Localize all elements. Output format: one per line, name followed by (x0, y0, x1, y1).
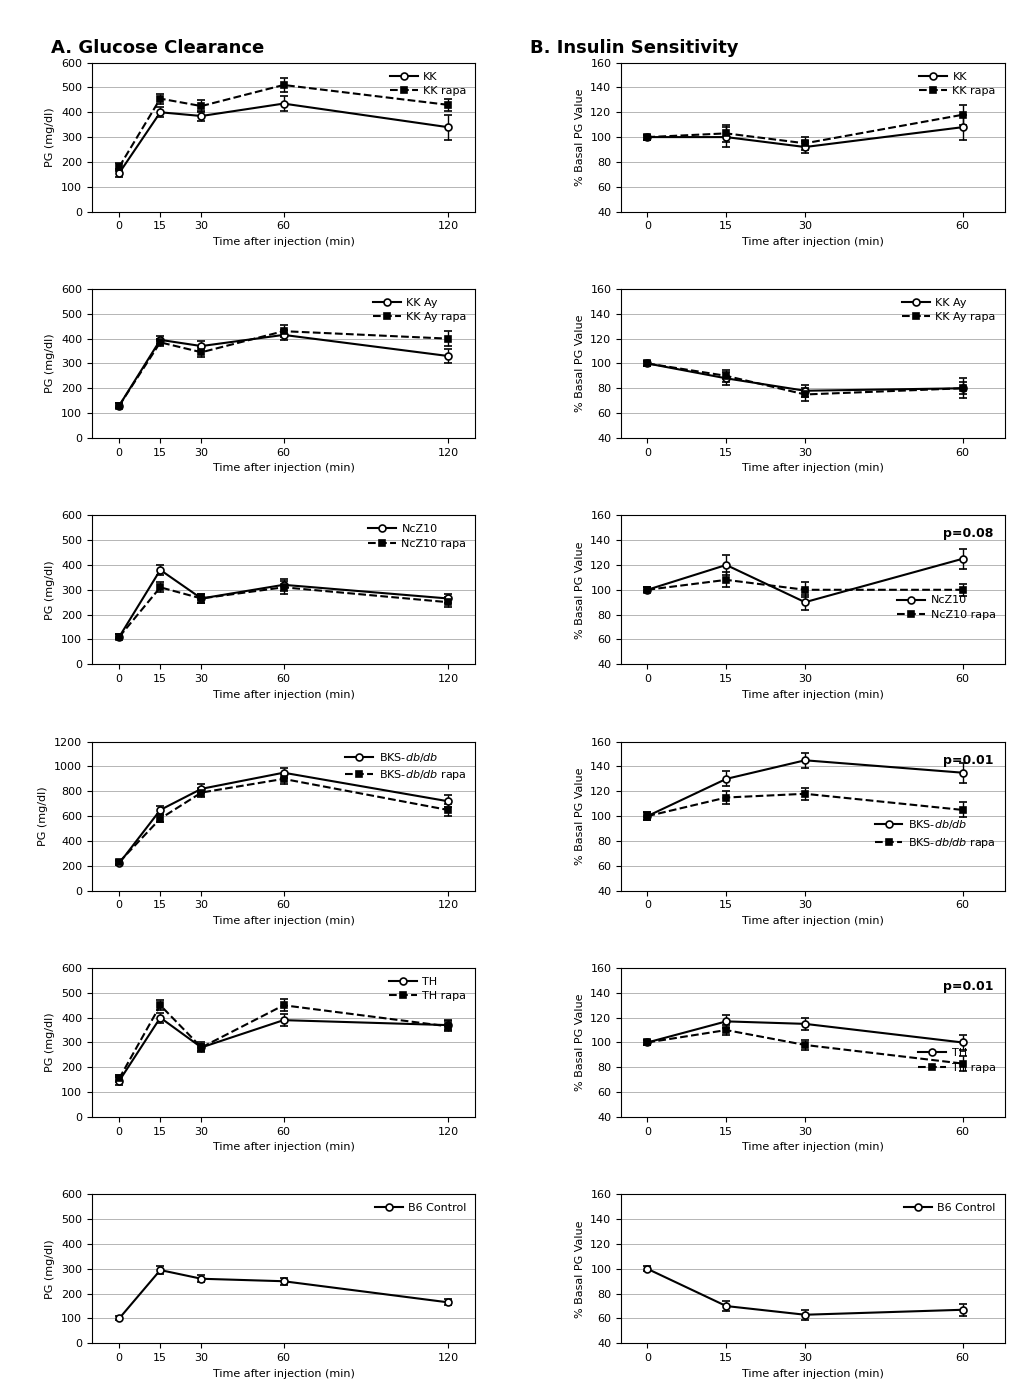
Legend: KK Ay, KK Ay rapa: KK Ay, KK Ay rapa (369, 295, 470, 326)
X-axis label: Time after injection (min): Time after injection (min) (741, 916, 883, 926)
Legend: BKS-$\it{db/db}$, BKS-$\it{db/db}$ rapa: BKS-$\it{db/db}$, BKS-$\it{db/db}$ rapa (870, 814, 999, 853)
Legend: KK, KK rapa: KK, KK rapa (915, 68, 999, 99)
X-axis label: Time after injection (min): Time after injection (min) (212, 1143, 355, 1153)
Text: A. Glucose Clearance: A. Glucose Clearance (51, 39, 264, 57)
X-axis label: Time after injection (min): Time after injection (min) (212, 237, 355, 246)
X-axis label: Time after injection (min): Time after injection (min) (741, 237, 883, 246)
Y-axis label: % Basal PG Value: % Basal PG Value (574, 88, 584, 187)
Y-axis label: % Basal PG Value: % Basal PG Value (574, 1219, 584, 1318)
Y-axis label: % Basal PG Value: % Basal PG Value (574, 994, 584, 1091)
Legend: KK Ay, KK Ay rapa: KK Ay, KK Ay rapa (898, 295, 999, 326)
X-axis label: Time after injection (min): Time after injection (min) (212, 916, 355, 926)
Text: p=0.01: p=0.01 (942, 980, 993, 992)
X-axis label: Time after injection (min): Time after injection (min) (741, 464, 883, 473)
Text: B. Insulin Sensitivity: B. Insulin Sensitivity (530, 39, 738, 57)
Legend: TH, TH rapa: TH, TH rapa (914, 1045, 999, 1076)
Text: p=0.01: p=0.01 (942, 753, 993, 767)
X-axis label: Time after injection (min): Time after injection (min) (741, 689, 883, 700)
X-axis label: Time after injection (min): Time after injection (min) (741, 1368, 883, 1378)
Legend: B6 Control: B6 Control (371, 1200, 470, 1217)
Legend: B6 Control: B6 Control (900, 1200, 999, 1217)
Y-axis label: PG (mg/dl): PG (mg/dl) (46, 334, 55, 394)
X-axis label: Time after injection (min): Time after injection (min) (212, 1368, 355, 1378)
Legend: NcZ10, NcZ10 rapa: NcZ10, NcZ10 rapa (894, 592, 999, 624)
Y-axis label: % Basal PG Value: % Basal PG Value (574, 315, 584, 412)
Legend: KK, KK rapa: KK, KK rapa (386, 68, 470, 99)
Y-axis label: PG (mg/dl): PG (mg/dl) (46, 1239, 55, 1299)
Y-axis label: PG (mg/dl): PG (mg/dl) (46, 560, 55, 619)
X-axis label: Time after injection (min): Time after injection (min) (741, 1143, 883, 1153)
Text: p=0.08: p=0.08 (942, 528, 993, 540)
X-axis label: Time after injection (min): Time after injection (min) (212, 464, 355, 473)
Y-axis label: % Basal PG Value: % Basal PG Value (574, 541, 584, 639)
Legend: NcZ10, NcZ10 rapa: NcZ10, NcZ10 rapa (365, 521, 470, 553)
Legend: TH, TH rapa: TH, TH rapa (385, 973, 470, 1005)
X-axis label: Time after injection (min): Time after injection (min) (212, 689, 355, 700)
Legend: BKS-$\it{db/db}$, BKS-$\it{db/db}$ rapa: BKS-$\it{db/db}$, BKS-$\it{db/db}$ rapa (341, 748, 470, 785)
Y-axis label: PG (mg/dl): PG (mg/dl) (46, 107, 55, 167)
Y-axis label: PG (mg/dl): PG (mg/dl) (39, 786, 48, 846)
Y-axis label: PG (mg/dl): PG (mg/dl) (46, 1012, 55, 1072)
Y-axis label: % Basal PG Value: % Basal PG Value (574, 767, 584, 864)
